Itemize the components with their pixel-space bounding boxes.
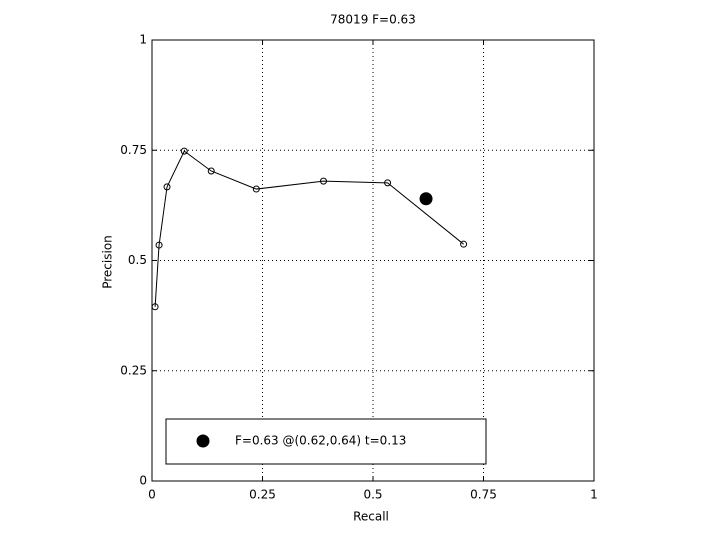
legend-label: F=0.63 @(0.62,0.64) t=0.13 xyxy=(235,434,406,448)
y-tick-label: 0.5 xyxy=(128,253,147,267)
point xyxy=(460,240,468,248)
point xyxy=(163,183,171,191)
legend-box xyxy=(165,418,487,465)
highlight-point xyxy=(419,192,433,206)
y-tick-label: 0.25 xyxy=(120,363,147,377)
point xyxy=(384,179,392,187)
point xyxy=(180,147,188,155)
point xyxy=(319,177,327,185)
legend-marker xyxy=(196,434,210,448)
line xyxy=(154,150,464,307)
x-tick-label: 0.25 xyxy=(249,488,276,502)
y-tick-label: 0.75 xyxy=(120,143,147,157)
x-tick-label: 0.75 xyxy=(470,488,497,502)
point xyxy=(151,303,159,311)
x-axis-label: Recall xyxy=(353,510,389,524)
point xyxy=(207,167,215,175)
x-tick-label: 0.5 xyxy=(363,488,382,502)
point xyxy=(252,185,260,193)
y-tick-label: 0 xyxy=(139,474,147,488)
y-tick-label: 1 xyxy=(139,33,147,47)
point xyxy=(155,241,163,249)
plot-frame xyxy=(151,39,595,482)
y-axis-label: Precision xyxy=(101,235,115,289)
x-tick-label: 1 xyxy=(590,488,598,502)
x-tick-label: 0 xyxy=(148,488,156,502)
chart-title: 78019 F=0.63 xyxy=(330,13,416,27)
